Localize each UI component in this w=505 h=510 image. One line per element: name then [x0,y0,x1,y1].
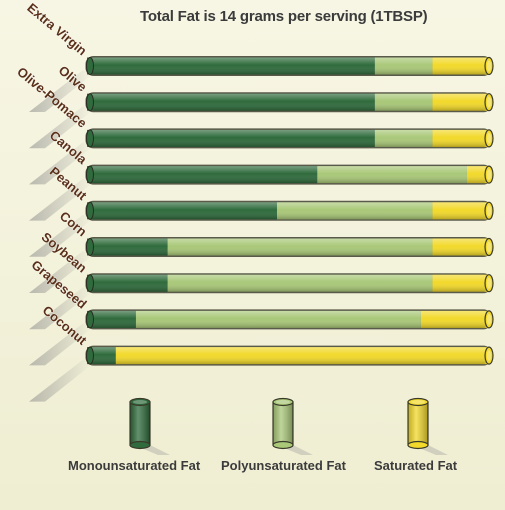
bar-right-cap [484,56,494,76]
bar-right-cap [484,346,494,365]
bar-left-cap [86,165,94,184]
legend-swatch-top [129,397,151,407]
category-label-extra-virgin: Extra Virgin [24,0,89,58]
bar-row-extra-virgin [29,56,494,112]
legend-swatch-bottom [129,440,151,450]
bar-left-cap [86,201,94,220]
bar-right-cap [484,129,494,148]
bar-left-cap [86,93,94,112]
bar-shadow [29,70,93,112]
legend-swatch-bottom [407,440,429,450]
bar-left-cap [86,57,94,75]
bar-right-cap [484,274,494,293]
bar-shadow [29,142,93,185]
bar-gloss [87,129,490,147]
bar-right-cap-highlight [486,132,492,144]
bar-gloss [87,274,490,292]
bar-row-soybean [29,273,494,330]
legend-swatch-monounsaturated-fat [129,397,170,455]
legend-label-saturated: Saturated Fat [374,458,458,473]
legend-swatch-top-highlight [411,400,425,404]
legend-swatch-bottom [272,440,294,450]
legend-swatch-top-highlight [133,400,147,404]
bar-right-cap [484,165,494,184]
bar-right-cap [484,310,494,329]
legend-swatch-top [407,397,429,407]
bar-gloss [87,202,490,220]
bar-right-cap-highlight [486,60,492,72]
bar-left-cap [86,310,94,329]
bar-right-cap-highlight [486,277,492,289]
legend-swatch-gloss [273,402,293,445]
bar-shadow [29,106,93,149]
legend-swatch-top-highlight [276,400,290,404]
bar-row-peanut [29,200,494,257]
bar-left-cap [86,274,94,293]
bar-gloss [87,310,490,328]
legend-swatch-gloss [130,402,150,445]
bar-row-canola [29,164,494,221]
legend-swatch-top [272,397,294,407]
bar-right-cap-highlight [486,169,492,181]
bar-gloss [87,93,490,111]
bar-gloss [87,238,490,256]
legend-swatch-saturated-fat [407,397,448,455]
bar-shadow [29,178,93,221]
legend-swatch-polyunsaturated-fat [272,397,313,455]
bar-right-cap [484,201,494,220]
bar-right-cap-highlight [486,241,492,253]
legend-label-polyunsaturated: Polyunsaturated Fat [221,458,346,473]
bar-right-cap-highlight [486,313,492,325]
bar-right-cap [484,237,494,257]
bar-left-cap [86,238,94,256]
bar-right-cap-highlight [486,350,492,362]
bar-shadow [29,251,93,293]
chart-title: Total Fat is 14 grams per serving (1TBSP… [140,8,428,25]
bar-gloss [87,166,490,184]
bar-right-cap-highlight [486,205,492,217]
bar-row-olive-pomace [29,128,494,185]
bar-shadow [29,323,93,366]
bar-left-cap [86,346,94,365]
legend-label-monounsaturated: Monounsaturated Fat [68,458,201,473]
bar-right-cap [484,93,494,112]
bar-row-corn [29,237,494,293]
bar-gloss [87,57,490,75]
bar-row-olive [29,92,494,149]
bar-row-grapeseed [29,309,494,366]
bar-shadow [29,287,93,330]
legend-swatch-gloss [408,402,428,445]
bar-row-coconut [29,345,494,402]
bar-gloss [87,347,490,365]
bar-shadow [29,214,93,257]
bar-shadow [29,359,93,402]
bar-left-cap [86,129,94,148]
bar-right-cap-highlight [486,96,492,108]
